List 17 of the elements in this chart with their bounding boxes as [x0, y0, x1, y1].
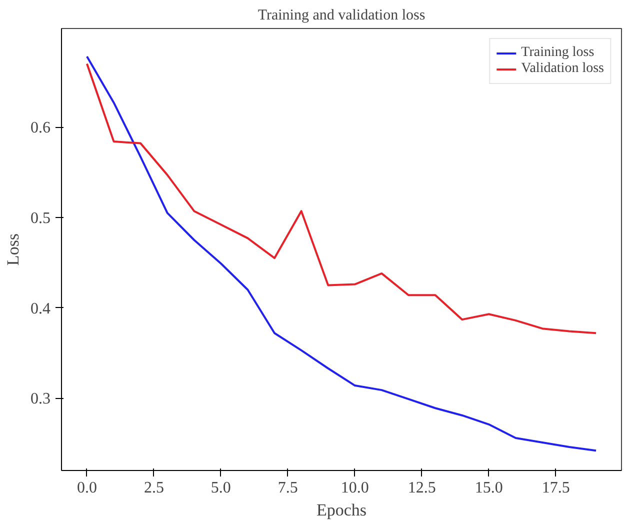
x-tick-label: 5.0	[210, 480, 231, 496]
y-tick-label: 0.6	[30, 120, 50, 137]
x-tick-label: 15.0	[474, 480, 503, 496]
legend-label: Training loss	[521, 45, 594, 61]
x-tick-label: 10.0	[340, 480, 369, 496]
chart-title: Training and validation loss	[258, 8, 426, 24]
x-tick-label: 17.5	[542, 480, 570, 496]
x-axis-title: Epochs	[316, 500, 367, 520]
y-tick-label: 0.5	[30, 210, 50, 227]
x-tick-label: 0.0	[76, 480, 97, 496]
y-tick-label: 0.4	[30, 300, 50, 318]
x-tick-label: 7.5	[278, 480, 298, 496]
legend-label: Validation loss	[521, 61, 604, 77]
y-axis-title: Loss	[4, 233, 22, 266]
x-tick-label: 12.5	[408, 480, 436, 496]
x-tick-label: 2.5	[144, 480, 164, 496]
y-tick-label: 0.3	[30, 390, 50, 408]
